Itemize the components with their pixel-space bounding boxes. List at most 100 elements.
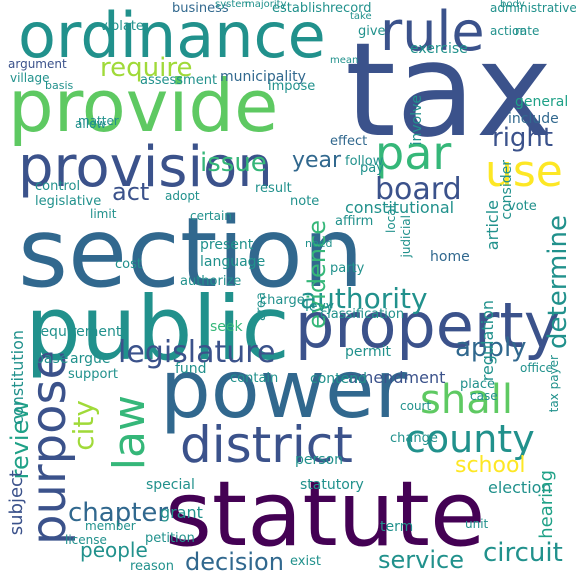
word-act: act [112,178,150,206]
word-allow: allow [75,117,107,131]
word-office: office [520,361,553,375]
word-circuit: circuit [483,538,563,568]
word-constitution: constitution [8,330,27,425]
word-unit: unit [465,517,489,531]
word-include: include [508,111,559,127]
word-legislative: legislative [35,194,102,209]
word-special: special [146,477,195,493]
word-matter: matter [78,114,119,128]
word-mean: mean [330,55,359,66]
word-service: service [378,546,464,574]
word-assessment: assessment [140,73,218,88]
word-adopt: adopt [165,189,200,203]
word-support: support [68,367,118,382]
word-provide: provide [8,64,279,148]
word-election: election [488,478,552,497]
word-tax: tax [345,14,553,166]
word-member: member [85,519,136,533]
word-business: business [172,1,229,16]
word-reason: reason [130,559,174,574]
word-statutory: statutory [300,477,364,493]
word-charge: charge [260,293,305,308]
word-change: change [390,431,438,446]
word-contain: contain [230,371,279,386]
word-right: right [492,123,554,153]
word-limit: limit [90,207,117,221]
word-action: action [490,24,527,38]
word-certain: certain [190,209,232,223]
word-term: term [380,519,414,535]
word-argument: argument [8,57,67,71]
word-control: control [35,179,81,194]
word-provision: provision [18,135,273,200]
word-involve: involve [409,95,425,146]
word-seek: seek [210,319,243,335]
word-municipality: municipality [220,69,306,85]
word-district: district [180,416,353,474]
word-administrative: administrative [490,1,576,15]
word-system: system [215,0,252,10]
word-authority: authority [300,282,428,315]
word-property: property [295,289,561,362]
word-legislature: legislature [118,335,276,370]
word-classification: classification [320,307,405,322]
word-place: place [460,377,495,392]
word-determine: determine [543,215,573,349]
word-authorize: authorize [180,274,242,289]
word-school: school [455,453,526,478]
word-note: note [290,194,320,209]
word-levy: levy [305,299,335,315]
word-require: require [100,53,193,83]
word-affirm: affirm [335,214,374,229]
word-need: need [305,237,333,250]
word-par: par [375,126,452,180]
word-exist: exist [290,554,321,569]
word-law: law [104,395,155,471]
word-public: public [25,277,290,380]
word-power: power [160,343,408,436]
word-basis: basis [45,79,74,92]
word-regulation: regulation [478,300,497,382]
word-violate: violate [100,19,144,34]
word-vote: vote [508,199,537,214]
word-amendment: amendment [348,368,446,387]
word-judicial: judicial [399,215,413,258]
word-permit: permit [345,344,392,360]
word-take: take [350,11,372,22]
word-court: court [400,399,432,413]
word-shall: shall [420,377,513,423]
word-general: general [515,94,569,110]
word-party: party [330,261,365,276]
word-city: city [67,400,100,451]
word-rate: rate [515,24,540,38]
word-present: present [200,237,254,253]
word-area: area [254,292,269,321]
word-pay: pay [360,161,384,176]
word-home: home [430,249,470,265]
word-person: person [295,452,343,468]
word-statute: statute [165,462,486,567]
word-record: record [330,1,372,16]
word-grant: grant [160,503,203,522]
word-contend: contend [310,371,367,387]
word-result: result [255,181,292,196]
word-fund: fund [175,361,207,377]
word-use: use [485,146,563,197]
word-cost: cost [115,257,142,272]
word-follow: follow [345,154,384,169]
word-subject: subject [6,470,27,536]
word-case: case [470,389,498,403]
word-majority: majority [245,0,287,10]
word-apply: apply [455,333,527,363]
word-impose: impose [268,79,316,94]
word-decision: decision [185,548,284,576]
word-license: license [65,533,107,547]
word-constitutional: constitutional [345,198,455,217]
word-people: people [80,538,148,562]
word-base: base [35,351,69,367]
word-argue: argue [70,351,111,367]
word-county: county [405,417,535,461]
word-section: section [18,197,364,309]
word-requirement: requirement [35,324,122,340]
word-give: give [358,24,386,39]
